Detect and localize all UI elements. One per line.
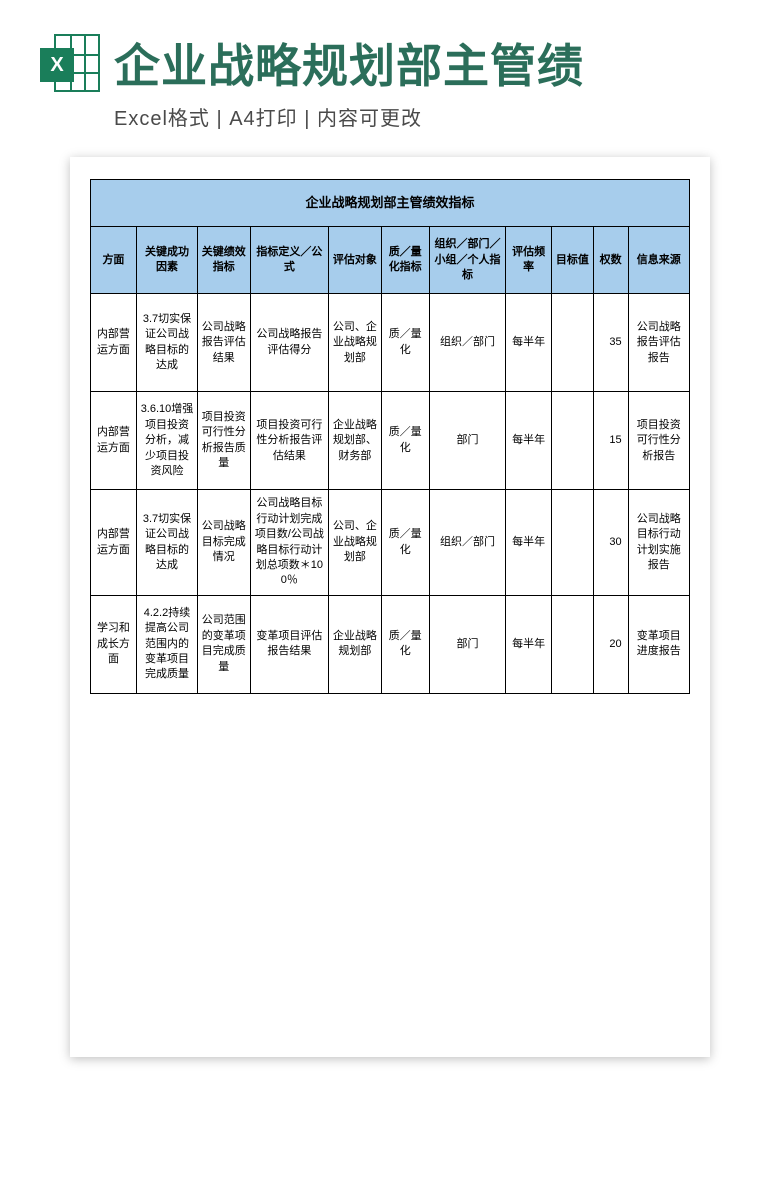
excel-icon-letter: X [40,48,74,82]
table-cell: 公司战略报告评估得分 [250,294,329,392]
table-cell [552,294,594,392]
table-row: 内部营运方面3.7切实保证公司战略目标的达成公司战略报告评估结果公司战略报告评估… [91,294,690,392]
table-cell: 每半年 [506,294,552,392]
table-cell: 每半年 [506,392,552,490]
table-column-header: 关键成功因素 [136,227,197,294]
table-cell: 部门 [429,392,505,490]
table-cell: 每半年 [506,595,552,693]
table-cell: 公司范围的变革项目完成质量 [198,595,250,693]
kpi-table: 企业战略规划部主管绩效指标 方面关键成功因素关键绩效指标指标定义／公式评估对象质… [90,179,690,694]
main-title: 企业战略规划部主管绩 [114,30,780,96]
table-cell: 公司战略报告评估报告 [628,294,689,392]
table-cell: 内部营运方面 [91,392,137,490]
table-cell [552,392,594,490]
table-header-row: 方面关键成功因素关键绩效指标指标定义／公式评估对象质／量化指标组织／部门／小组／… [91,227,690,294]
table-cell: 公司战略报告评估结果 [198,294,250,392]
table-cell: 公司战略目标完成情况 [198,490,250,595]
table-cell [552,595,594,693]
table-cell: 项目投资可行性分析报告 [628,392,689,490]
table-cell: 企业战略规划部 [329,595,381,693]
table-column-header: 质／量化指标 [381,227,429,294]
table-cell: 3.7切实保证公司战略目标的达成 [136,490,197,595]
table-cell: 20 [593,595,628,693]
table-row: 内部营运方面3.6.10增强项目投资分析，减少项目投资风险项目投资可行性分析报告… [91,392,690,490]
table-body: 内部营运方面3.7切实保证公司战略目标的达成公司战略报告评估结果公司战略报告评估… [91,294,690,693]
table-cell: 4.2.2持续提高公司范围内的变革项目完成质量 [136,595,197,693]
table-cell: 每半年 [506,490,552,595]
table-cell: 公司战略目标行动计划实施报告 [628,490,689,595]
table-cell: 组织／部门 [429,490,505,595]
table-cell: 质／量化 [381,392,429,490]
table-cell: 内部营运方面 [91,490,137,595]
table-title: 企业战略规划部主管绩效指标 [91,180,690,227]
table-column-header: 指标定义／公式 [250,227,329,294]
table-cell: 内部营运方面 [91,294,137,392]
title-block: 企业战略规划部主管绩 Excel格式 | A4打印 | 内容可更改 [114,30,780,131]
table-cell: 部门 [429,595,505,693]
table-cell: 30 [593,490,628,595]
table-row: 学习和成长方面4.2.2持续提高公司范围内的变革项目完成质量公司范围的变革项目完… [91,595,690,693]
sub-title: Excel格式 | A4打印 | 内容可更改 [114,102,780,131]
table-cell: 变革项目进度报告 [628,595,689,693]
table-column-header: 评估对象 [329,227,381,294]
table-cell: 项目投资可行性分析报告评估结果 [250,392,329,490]
table-column-header: 权数 [593,227,628,294]
table-cell: 3.6.10增强项目投资分析，减少项目投资风险 [136,392,197,490]
table-column-header: 评估频率 [506,227,552,294]
table-cell: 变革项目评估报告结果 [250,595,329,693]
table-cell [552,490,594,595]
table-column-header: 目标值 [552,227,594,294]
table-cell: 组织／部门 [429,294,505,392]
table-column-header: 方面 [91,227,137,294]
table-column-header: 信息来源 [628,227,689,294]
document-page: 企业战略规划部主管绩效指标 方面关键成功因素关键绩效指标指标定义／公式评估对象质… [70,157,710,1057]
table-cell: 3.7切实保证公司战略目标的达成 [136,294,197,392]
table-column-header: 关键绩效指标 [198,227,250,294]
table-cell: 35 [593,294,628,392]
table-cell: 质／量化 [381,490,429,595]
table-cell: 公司、企业战略规划部 [329,490,381,595]
table-cell: 公司战略目标行动计划完成项目数/公司战略目标行动计划总项数＊100％ [250,490,329,595]
page-header: X 企业战略规划部主管绩 Excel格式 | A4打印 | 内容可更改 [0,0,780,131]
table-cell: 质／量化 [381,294,429,392]
table-cell: 项目投资可行性分析报告质量 [198,392,250,490]
table-cell: 15 [593,392,628,490]
table-cell: 企业战略规划部、财务部 [329,392,381,490]
excel-icon: X [40,34,100,94]
table-row: 内部营运方面3.7切实保证公司战略目标的达成公司战略目标完成情况公司战略目标行动… [91,490,690,595]
table-column-header: 组织／部门／小组／个人指标 [429,227,505,294]
table-cell: 公司、企业战略规划部 [329,294,381,392]
table-cell: 学习和成长方面 [91,595,137,693]
table-cell: 质／量化 [381,595,429,693]
